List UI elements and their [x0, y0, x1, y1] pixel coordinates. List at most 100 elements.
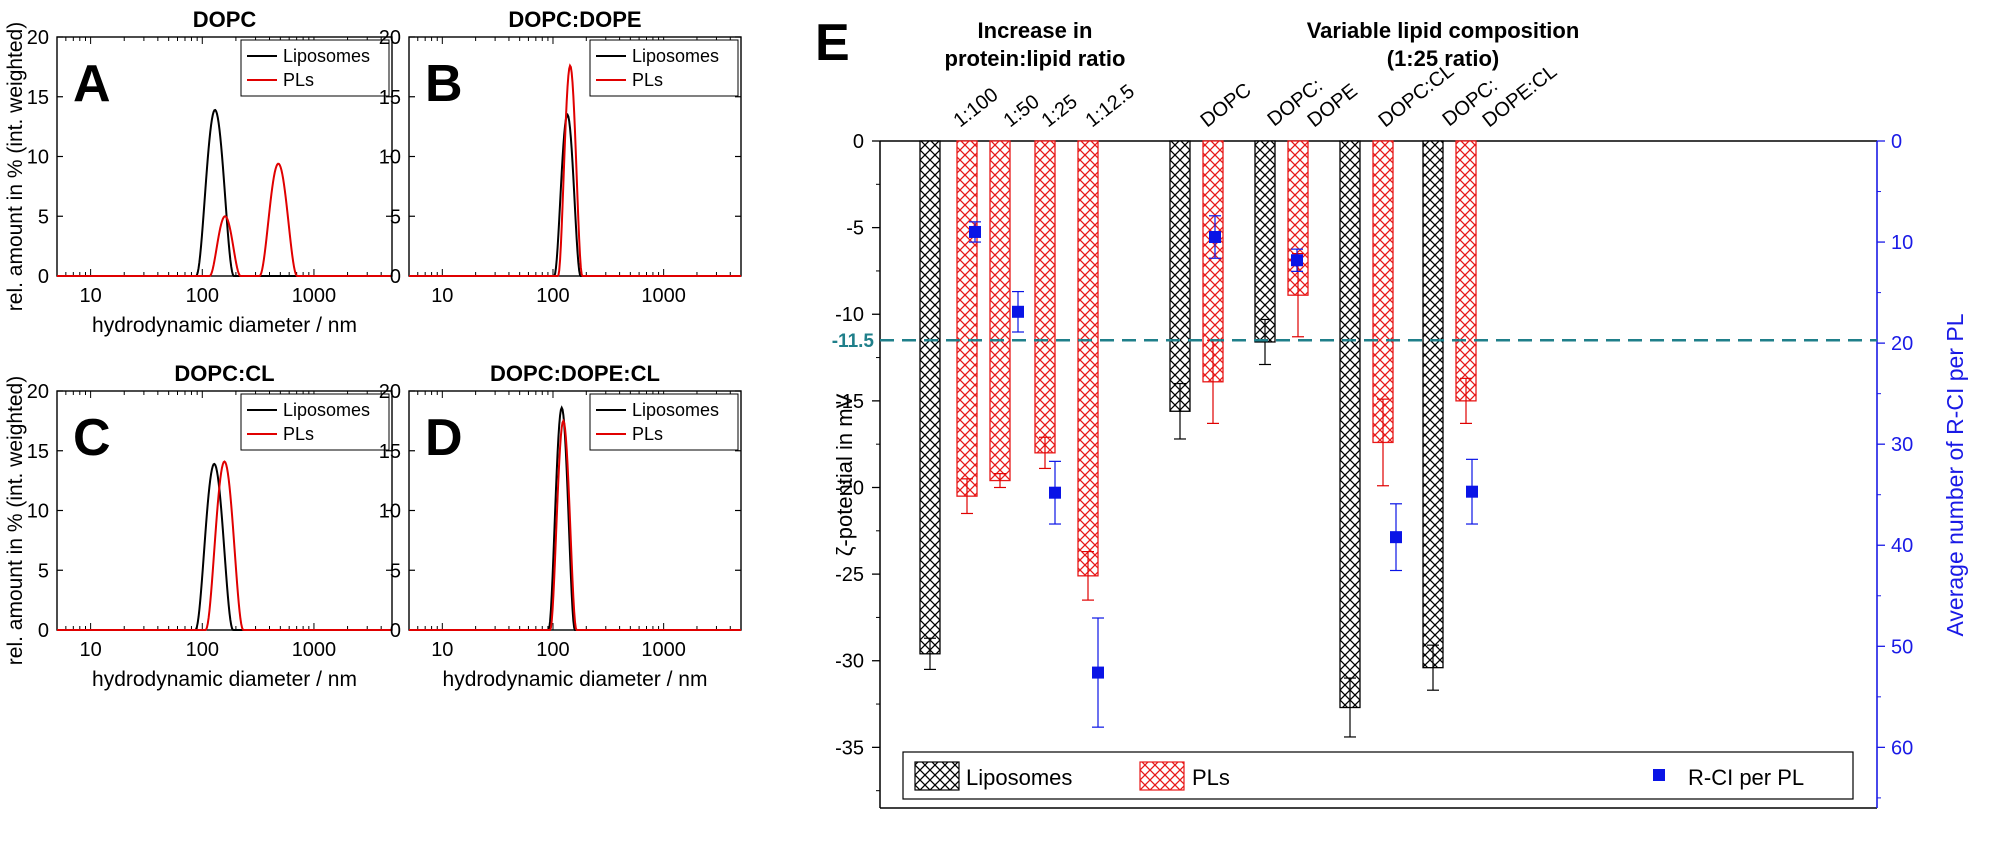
y-tick-label: 10	[379, 147, 401, 169]
series-line-pls	[57, 162, 392, 277]
legend-label: PLs	[283, 424, 314, 444]
bar-pls	[1455, 140, 1477, 402]
bar-pls	[1034, 140, 1056, 454]
y2-tick-label: 20	[1891, 333, 1913, 355]
y2-tick-label: 30	[1891, 434, 1913, 456]
x-tick-label: 10	[431, 285, 453, 307]
bar-liposomes	[1339, 140, 1361, 709]
panel-title: DOPC:CL	[174, 361, 274, 386]
legend: Liposomes PLs	[240, 39, 390, 97]
y-tick-label: 15	[379, 87, 401, 109]
x-tick-label: 10	[431, 639, 453, 661]
y-tick-label: 0	[390, 620, 401, 642]
panel-c: DOPC:CL C 0 5 10 15 20 10 100 1000 hydrodynamic di…	[4, 361, 393, 691]
zeta-potential-panel: 0 -5 -10 -15 -20 -25 -30 -35 0 10 20 30 40 50 60 ζ-pote…	[815, 14, 1968, 809]
bar-pls	[1077, 140, 1099, 577]
bar-pls	[1372, 140, 1394, 444]
panel-a: DOPC A 0 5 10 15 20 10 100 1000 hydrodynamic diame…	[4, 7, 393, 337]
legend-label: Liposomes	[283, 400, 370, 420]
y-tick-label: 20	[379, 381, 401, 403]
legend: Liposomes PLs R-CI per PL	[902, 751, 1854, 800]
legend-label: PLs	[632, 70, 663, 90]
x-tick-label: 100	[536, 285, 569, 307]
panel-title: DOPC:DOPE	[508, 7, 641, 32]
category-label: DOPC	[1197, 79, 1256, 132]
category-label: 1:100	[950, 84, 1003, 132]
legend-box	[902, 751, 1854, 800]
x-tick-label: 10	[79, 639, 101, 661]
category-label: 1:25	[1038, 91, 1082, 132]
group-header-line2: protein:lipid ratio	[945, 46, 1126, 71]
legend-box	[589, 393, 739, 451]
legend-box	[589, 39, 739, 97]
bar-liposomes	[919, 140, 941, 655]
y-axis-label: rel. amount in % (int. weighted)	[4, 376, 27, 665]
y-tick-label: 20	[379, 27, 401, 49]
x-tick-label: 1000	[641, 639, 686, 661]
panel-title: DOPC:DOPE:CL	[490, 361, 660, 386]
y-tick-label: 0	[853, 131, 864, 153]
legend-box	[240, 39, 390, 97]
category-label: 1:50	[1000, 91, 1044, 132]
group-header-line1: Increase in	[978, 18, 1093, 43]
x-tick-label: 1000	[292, 285, 337, 307]
panel-letter: B	[425, 55, 463, 113]
rci-point	[1466, 485, 1478, 498]
y-tick-label: 5	[38, 206, 49, 228]
rci-point	[969, 225, 981, 238]
panel-letter: A	[73, 55, 111, 113]
series-line-liposomes	[57, 108, 392, 277]
legend-swatch-liposomes	[914, 761, 960, 791]
y2-axis-label: Average number of R-CI per PL	[1942, 313, 1968, 636]
y2-tick-label: 10	[1891, 232, 1913, 254]
y2-tick-label: 0	[1891, 131, 1902, 153]
legend-label: Liposomes	[632, 400, 719, 420]
legend-box	[240, 393, 390, 451]
panel-letter: D	[425, 409, 463, 467]
legend: Liposomes PLs	[589, 39, 739, 97]
legend-label: PLs	[283, 70, 314, 90]
rci-point	[1209, 231, 1221, 244]
y2-tick-label: 60	[1891, 737, 1913, 759]
y-tick-label: 10	[27, 147, 49, 169]
bar-liposomes	[1254, 140, 1276, 343]
y-tick-label: 0	[390, 266, 401, 288]
group-header-line2: (1:25 ratio)	[1387, 46, 1499, 71]
y-tick-label: 20	[27, 381, 49, 403]
rci-point	[1049, 486, 1061, 499]
y-tick-label: 0	[38, 620, 49, 642]
panel-d: DOPC:DOPE:CL D 0 5 10 15 20 10 100 1000 hydrodynam…	[379, 361, 742, 691]
x-tick-label: 100	[186, 285, 219, 307]
y2-tick-label: 40	[1891, 535, 1913, 557]
legend-swatch-pls	[1139, 761, 1185, 791]
x-tick-label: 100	[186, 639, 219, 661]
group-header-line1: Variable lipid composition	[1307, 18, 1580, 43]
y-tick-label: -15	[835, 391, 864, 413]
series-line-pls	[409, 63, 741, 277]
legend-label: Liposomes	[966, 765, 1072, 790]
legend-swatch-rci	[1653, 769, 1665, 781]
x-axis-label: hydrodynamic diameter / nm	[92, 668, 357, 691]
bar-pls	[956, 140, 978, 497]
y-axis-label: rel. amount in % (int. weighted)	[4, 22, 27, 311]
legend-label: R-CI per PL	[1688, 765, 1804, 790]
y-tick-label: -30	[835, 651, 864, 673]
bar-pls	[989, 140, 1011, 482]
legend-label: Liposomes	[283, 46, 370, 66]
y-tick-label: 0	[38, 266, 49, 288]
x-tick-label: 100	[536, 639, 569, 661]
series-line-liposomes	[57, 462, 392, 631]
y-tick-label: -5	[846, 218, 864, 240]
bar-liposomes	[1422, 140, 1444, 669]
y-tick-label: 5	[390, 206, 401, 228]
rci-point	[1012, 305, 1024, 318]
bar-liposomes	[1169, 140, 1191, 412]
panel-letter: C	[73, 409, 111, 467]
y-tick-label: 10	[27, 501, 49, 523]
legend-label: Liposomes	[632, 46, 719, 66]
y-tick-label: -35	[835, 737, 864, 759]
category-label: 1:12.5	[1082, 80, 1139, 132]
x-tick-label: 10	[79, 285, 101, 307]
legend: Liposomes PLs	[589, 393, 739, 451]
